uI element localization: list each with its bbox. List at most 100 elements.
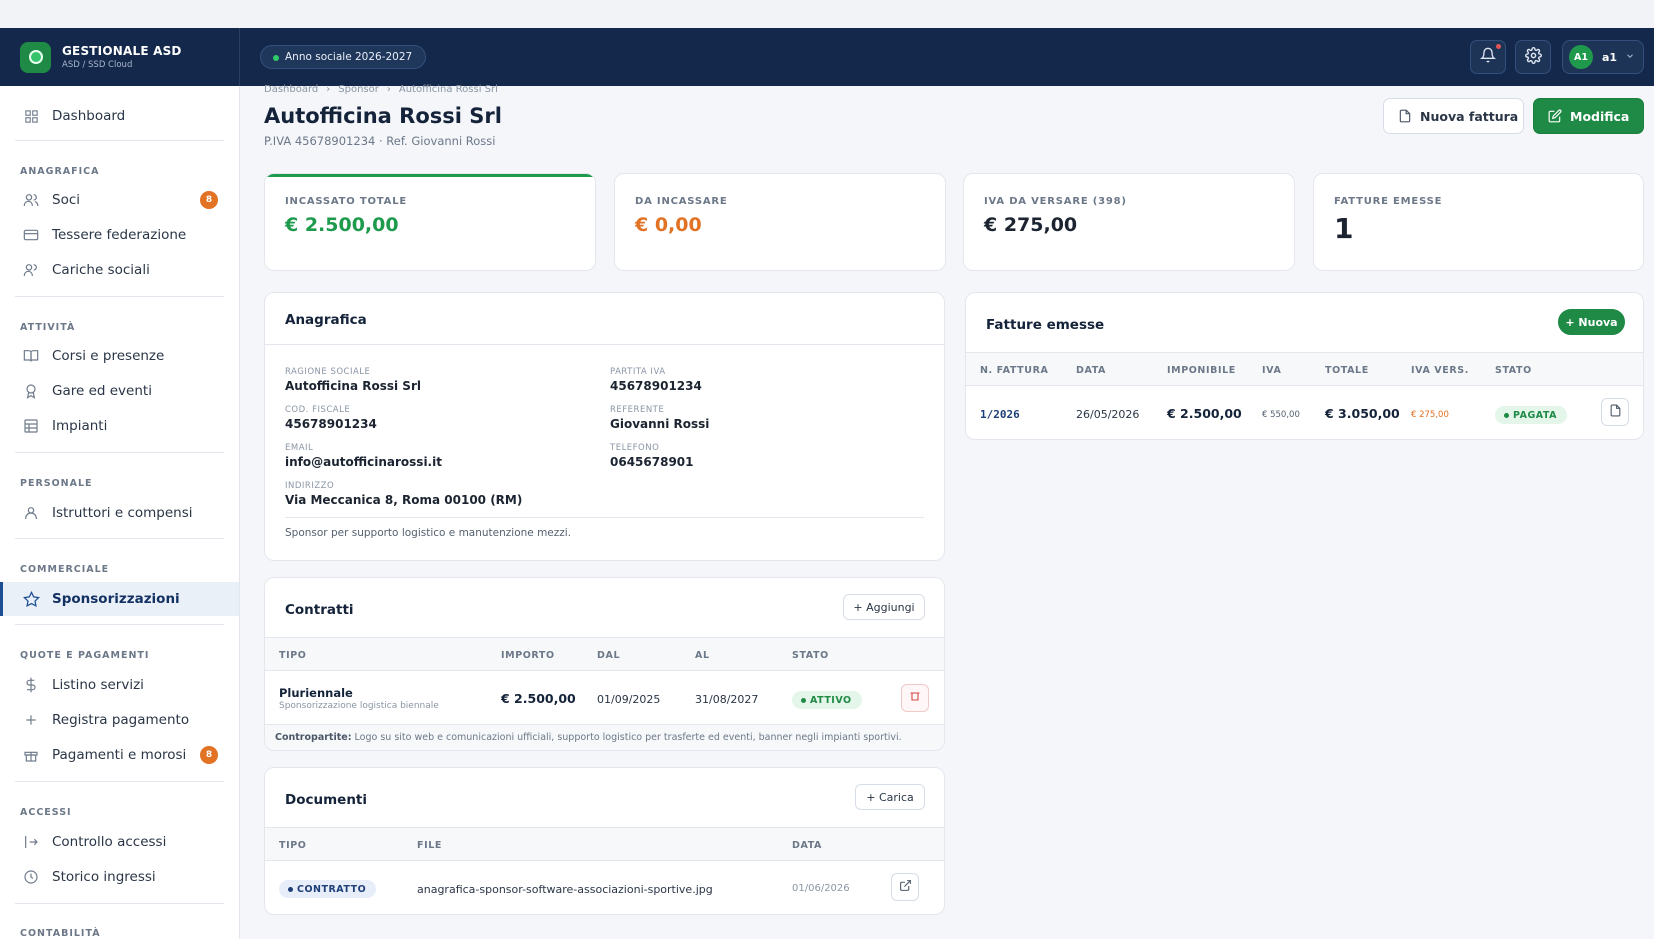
- status-badge: PAGATA: [1495, 406, 1567, 424]
- upload-document-button[interactable]: + Carica: [855, 784, 925, 810]
- sidebar-item-dashboard[interactable]: Dashboard: [0, 99, 239, 133]
- sidebar-item-gare[interactable]: Gare ed eventi: [0, 374, 239, 408]
- sidebar-item-pagamenti[interactable]: Pagamenti e morosi 8: [0, 738, 239, 772]
- stat-label: DA INCASSARE: [635, 196, 728, 207]
- contract-to: 31/08/2027: [695, 693, 759, 706]
- table-header: TIPO IMPORTO DAL AL STATO: [265, 637, 944, 671]
- section-quote: QUOTE E PAGAMENTI: [20, 650, 150, 661]
- column-header: IVA: [1262, 365, 1282, 376]
- status-badge: ATTIVO: [792, 691, 862, 709]
- card-icon: [22, 226, 40, 244]
- sidebar: Dashboard ANAGRAFICA Soci 8 Tessere fede…: [0, 86, 240, 939]
- column-header: STATO: [792, 650, 829, 661]
- browser-top-strip: [0, 0, 1654, 28]
- section-accessi: ACCESSI: [20, 807, 72, 818]
- open-document-button[interactable]: [891, 873, 919, 901]
- field-label: EMAIL: [285, 443, 314, 453]
- invoice-totale: € 3.050,00: [1325, 406, 1400, 421]
- document-file[interactable]: anagrafica-sponsor-software-associazioni…: [417, 883, 713, 896]
- contropartite-row: Contropartite: Logo su sito web e comuni…: [265, 724, 944, 750]
- sidebar-item-corsi[interactable]: Corsi e presenze: [0, 339, 239, 373]
- settings-button[interactable]: [1515, 40, 1551, 74]
- trash-icon: [909, 690, 921, 706]
- sidebar-item-label: Pagamenti e morosi: [52, 747, 187, 763]
- sidebar-item-label: Storico ingressi: [52, 869, 156, 885]
- add-contract-button[interactable]: + Aggiungi: [843, 594, 925, 620]
- note-text: Sponsor per supporto logistico e manuten…: [285, 527, 572, 539]
- documenti-card: Documenti + Carica TIPO FILE DATA CONTRA…: [264, 767, 945, 915]
- sidebar-item-label: Gare ed eventi: [52, 383, 152, 399]
- new-invoice-small-button[interactable]: + Nuova: [1558, 309, 1625, 335]
- sidebar-item-sponsorizzazioni[interactable]: Sponsorizzazioni: [0, 582, 239, 616]
- new-invoice-button[interactable]: Nuova fattura: [1383, 98, 1524, 134]
- users-icon: [22, 261, 40, 279]
- invoice-number[interactable]: 1/2026: [980, 408, 1020, 421]
- field-label: REFERENTE: [610, 405, 665, 415]
- count-badge: 8: [200, 191, 218, 209]
- table-icon: [22, 417, 40, 435]
- grid-icon: [22, 107, 40, 125]
- field-label: PARTITA IVA: [610, 367, 666, 377]
- notification-dot: [1496, 44, 1501, 49]
- sidebar-item-label: Listino servizi: [52, 677, 144, 693]
- divider: [15, 538, 224, 539]
- sidebar-item-listino[interactable]: Listino servizi: [0, 668, 239, 702]
- user-menu[interactable]: A1 a1: [1562, 40, 1644, 74]
- column-header: IVA VERS.: [1411, 365, 1469, 376]
- column-header: STATO: [1495, 365, 1532, 376]
- page-title: Autofficina Rossi Srl: [264, 104, 502, 128]
- sidebar-item-label: Impianti: [52, 418, 108, 434]
- stat-card-fatture: FATTURE EMESSE 1: [1313, 173, 1644, 271]
- email-value[interactable]: info@autofficinarossi.it: [285, 455, 442, 469]
- card-header: Anagrafica: [265, 293, 944, 345]
- contract-description: Sponsorizzazione logistica biennale: [279, 701, 439, 711]
- column-header: TOTALE: [1325, 365, 1369, 376]
- table-header: N. FATTURA DATA IMPONIBILE IVA TOTALE IV…: [966, 352, 1643, 386]
- sidebar-item-registra[interactable]: Registra pagamento: [0, 703, 239, 737]
- bell-icon: [1479, 47, 1497, 67]
- brand[interactable]: GESTIONALE ASD ASD / SSD Cloud: [0, 28, 240, 86]
- phone-value[interactable]: 0645678901: [610, 455, 694, 469]
- divider: [15, 781, 224, 782]
- stat-value: 1: [1334, 212, 1354, 245]
- view-invoice-button[interactable]: [1601, 398, 1629, 426]
- login-icon: [22, 833, 40, 851]
- stat-card-incassato: INCASSATO TOTALE € 2.500,00: [264, 173, 596, 271]
- edit-label: Modifica: [1570, 108, 1630, 124]
- breadcrumb-item[interactable]: Dashboard: [264, 84, 319, 95]
- gear-icon: [1524, 46, 1542, 68]
- chevron-right-icon: ›: [326, 84, 331, 95]
- notifications-button[interactable]: [1470, 40, 1506, 74]
- delete-contract-button[interactable]: [901, 684, 929, 712]
- sidebar-item-label: Corsi e presenze: [52, 348, 165, 364]
- breadcrumb-item[interactable]: Sponsor: [338, 84, 379, 95]
- brand-logo-icon: [20, 41, 51, 73]
- contratti-card: Contratti + Aggiungi TIPO IMPORTO DAL AL…: [264, 577, 945, 751]
- sidebar-item-soci[interactable]: Soci 8: [0, 183, 239, 217]
- sidebar-item-impianti[interactable]: Impianti: [0, 409, 239, 443]
- new-invoice-label: Nuova fattura: [1420, 108, 1519, 124]
- column-header: DATA: [792, 840, 822, 851]
- stat-label: FATTURE EMESSE: [1334, 196, 1443, 207]
- sidebar-item-cariche[interactable]: Cariche sociali: [0, 253, 239, 287]
- field-label: COD. FISCALE: [285, 405, 351, 415]
- document-type-badge: CONTRATTO: [279, 880, 377, 898]
- column-header: IMPORTO: [501, 650, 555, 661]
- table-header: TIPO FILE DATA: [265, 827, 944, 861]
- sidebar-item-storico[interactable]: Storico ingressi: [0, 860, 239, 894]
- divider: [15, 452, 224, 453]
- chevron-down-icon: [1625, 51, 1635, 64]
- user-icon: [22, 504, 40, 522]
- app-title: GESTIONALE ASD: [62, 44, 182, 58]
- sidebar-item-istruttori[interactable]: Istruttori e compensi: [0, 496, 239, 530]
- sidebar-item-tessere[interactable]: Tessere federazione: [0, 218, 239, 252]
- user-name: a1: [1602, 50, 1618, 64]
- divider: [15, 903, 224, 904]
- plus-icon: [22, 711, 40, 729]
- column-header: TIPO: [279, 650, 307, 661]
- award-icon: [22, 382, 40, 400]
- edit-button[interactable]: Modifica: [1533, 98, 1644, 134]
- field-value: Via Meccanica 8, Roma 00100 (RM): [285, 493, 523, 507]
- sidebar-item-controllo[interactable]: Controllo accessi: [0, 825, 239, 859]
- season-selector[interactable]: Anno sociale 2026-2027: [260, 45, 427, 69]
